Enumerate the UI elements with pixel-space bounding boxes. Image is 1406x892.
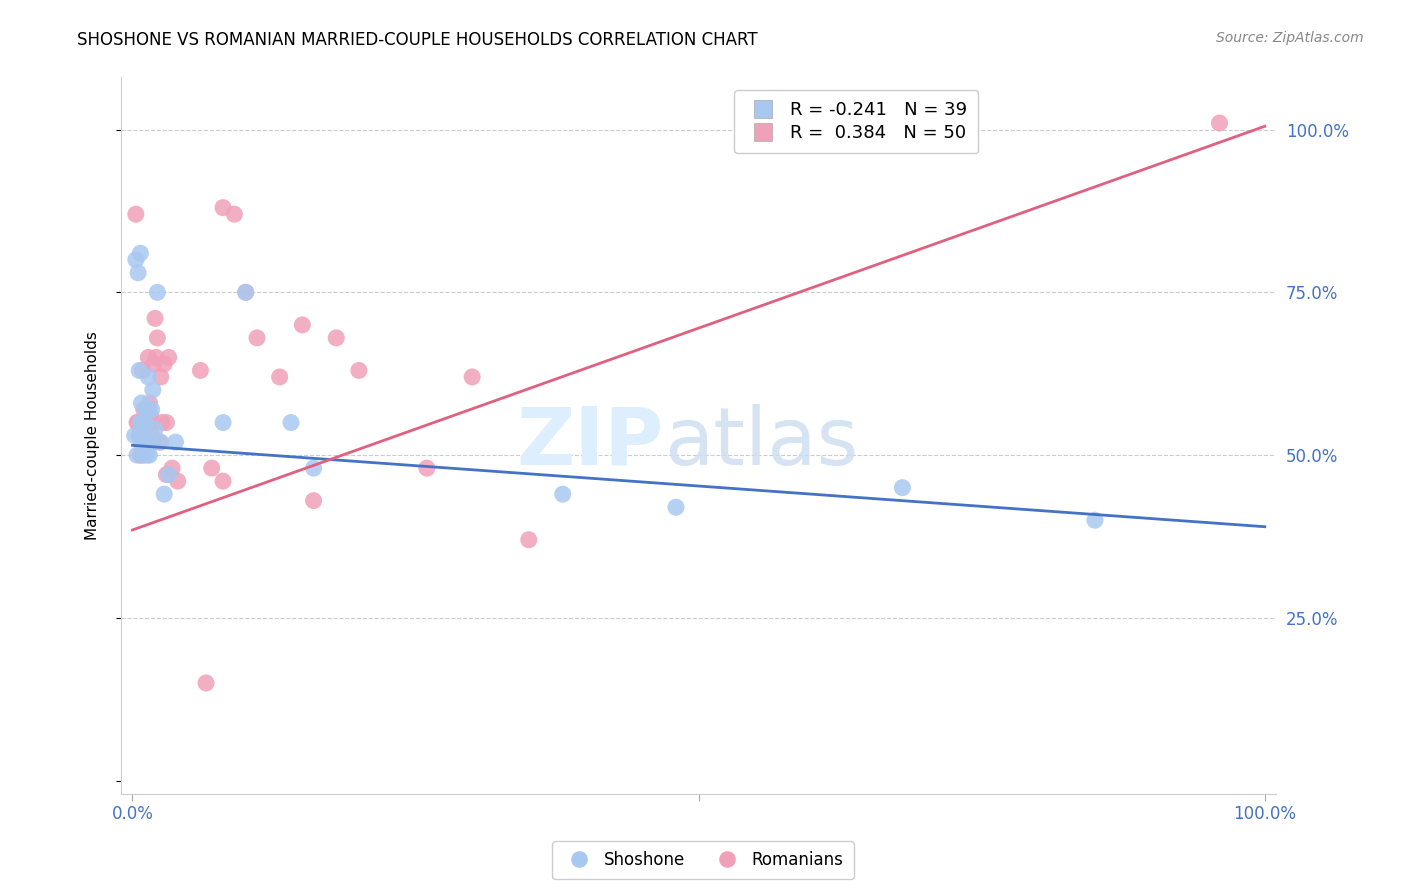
- Point: [135, 402, 157, 417]
- Point: [128, 363, 150, 377]
- Point: [132, 402, 155, 417]
- Point: [195, 676, 218, 690]
- Point: [155, 416, 177, 430]
- Point: [891, 481, 914, 495]
- Point: [212, 201, 235, 215]
- Point: [134, 416, 156, 430]
- Point: [132, 435, 155, 450]
- Point: [134, 416, 156, 430]
- Point: [132, 448, 155, 462]
- Point: [129, 448, 152, 462]
- Point: [212, 416, 235, 430]
- Point: [128, 428, 150, 442]
- Point: [149, 435, 172, 450]
- Point: [136, 416, 159, 430]
- Point: [131, 396, 153, 410]
- Point: [138, 416, 160, 430]
- Y-axis label: Married-couple Households: Married-couple Households: [86, 331, 100, 540]
- Text: atlas: atlas: [664, 404, 858, 482]
- Point: [160, 461, 183, 475]
- Point: [131, 363, 153, 377]
- Legend: Shoshone, Romanians: Shoshone, Romanians: [553, 841, 853, 880]
- Point: [124, 428, 146, 442]
- Point: [136, 402, 159, 417]
- Point: [141, 428, 163, 442]
- Point: [155, 467, 177, 482]
- Legend: R = -0.241   N = 39, R =  0.384   N = 50: R = -0.241 N = 39, R = 0.384 N = 50: [734, 90, 979, 153]
- Point: [128, 428, 150, 442]
- Point: [131, 448, 153, 462]
- Point: [127, 266, 149, 280]
- Point: [517, 533, 540, 547]
- Point: [131, 416, 153, 430]
- Point: [125, 416, 148, 430]
- Point: [131, 442, 153, 456]
- Point: [201, 461, 224, 475]
- Point: [138, 396, 160, 410]
- Point: [166, 474, 188, 488]
- Point: [135, 442, 157, 456]
- Point: [302, 461, 325, 475]
- Point: [150, 416, 173, 430]
- Point: [153, 357, 176, 371]
- Point: [146, 331, 169, 345]
- Point: [127, 416, 149, 430]
- Point: [135, 402, 157, 417]
- Point: [129, 246, 152, 260]
- Point: [246, 331, 269, 345]
- Point: [143, 357, 166, 371]
- Point: [129, 416, 152, 430]
- Point: [131, 435, 153, 450]
- Point: [136, 448, 159, 462]
- Point: [132, 428, 155, 442]
- Point: [142, 435, 165, 450]
- Point: [139, 409, 162, 423]
- Point: [1208, 116, 1230, 130]
- Point: [280, 416, 302, 430]
- Point: [139, 435, 162, 450]
- Point: [551, 487, 574, 501]
- Point: [302, 493, 325, 508]
- Point: [125, 448, 148, 462]
- Point: [142, 383, 165, 397]
- Point: [131, 416, 153, 430]
- Point: [347, 363, 370, 377]
- Point: [143, 311, 166, 326]
- Point: [136, 351, 159, 365]
- Point: [165, 435, 187, 450]
- Point: [190, 363, 212, 377]
- Point: [153, 487, 176, 501]
- Point: [125, 252, 148, 267]
- Point: [125, 207, 148, 221]
- Point: [141, 402, 163, 417]
- Text: Source: ZipAtlas.com: Source: ZipAtlas.com: [1216, 31, 1364, 45]
- Point: [138, 448, 160, 462]
- Point: [134, 442, 156, 456]
- Point: [143, 422, 166, 436]
- Point: [146, 285, 169, 300]
- Point: [157, 467, 180, 482]
- Point: [145, 351, 167, 365]
- Point: [136, 370, 159, 384]
- Point: [325, 331, 347, 345]
- Point: [416, 461, 439, 475]
- Point: [157, 351, 180, 365]
- Text: ZIP: ZIP: [517, 404, 664, 482]
- Point: [149, 435, 172, 450]
- Point: [135, 442, 157, 456]
- Point: [149, 370, 172, 384]
- Point: [235, 285, 257, 300]
- Point: [461, 370, 484, 384]
- Point: [1084, 513, 1107, 527]
- Point: [212, 474, 235, 488]
- Point: [665, 500, 688, 515]
- Point: [235, 285, 257, 300]
- Point: [291, 318, 314, 332]
- Point: [269, 370, 291, 384]
- Text: SHOSHONE VS ROMANIAN MARRIED-COUPLE HOUSEHOLDS CORRELATION CHART: SHOSHONE VS ROMANIAN MARRIED-COUPLE HOUS…: [77, 31, 758, 49]
- Point: [224, 207, 246, 221]
